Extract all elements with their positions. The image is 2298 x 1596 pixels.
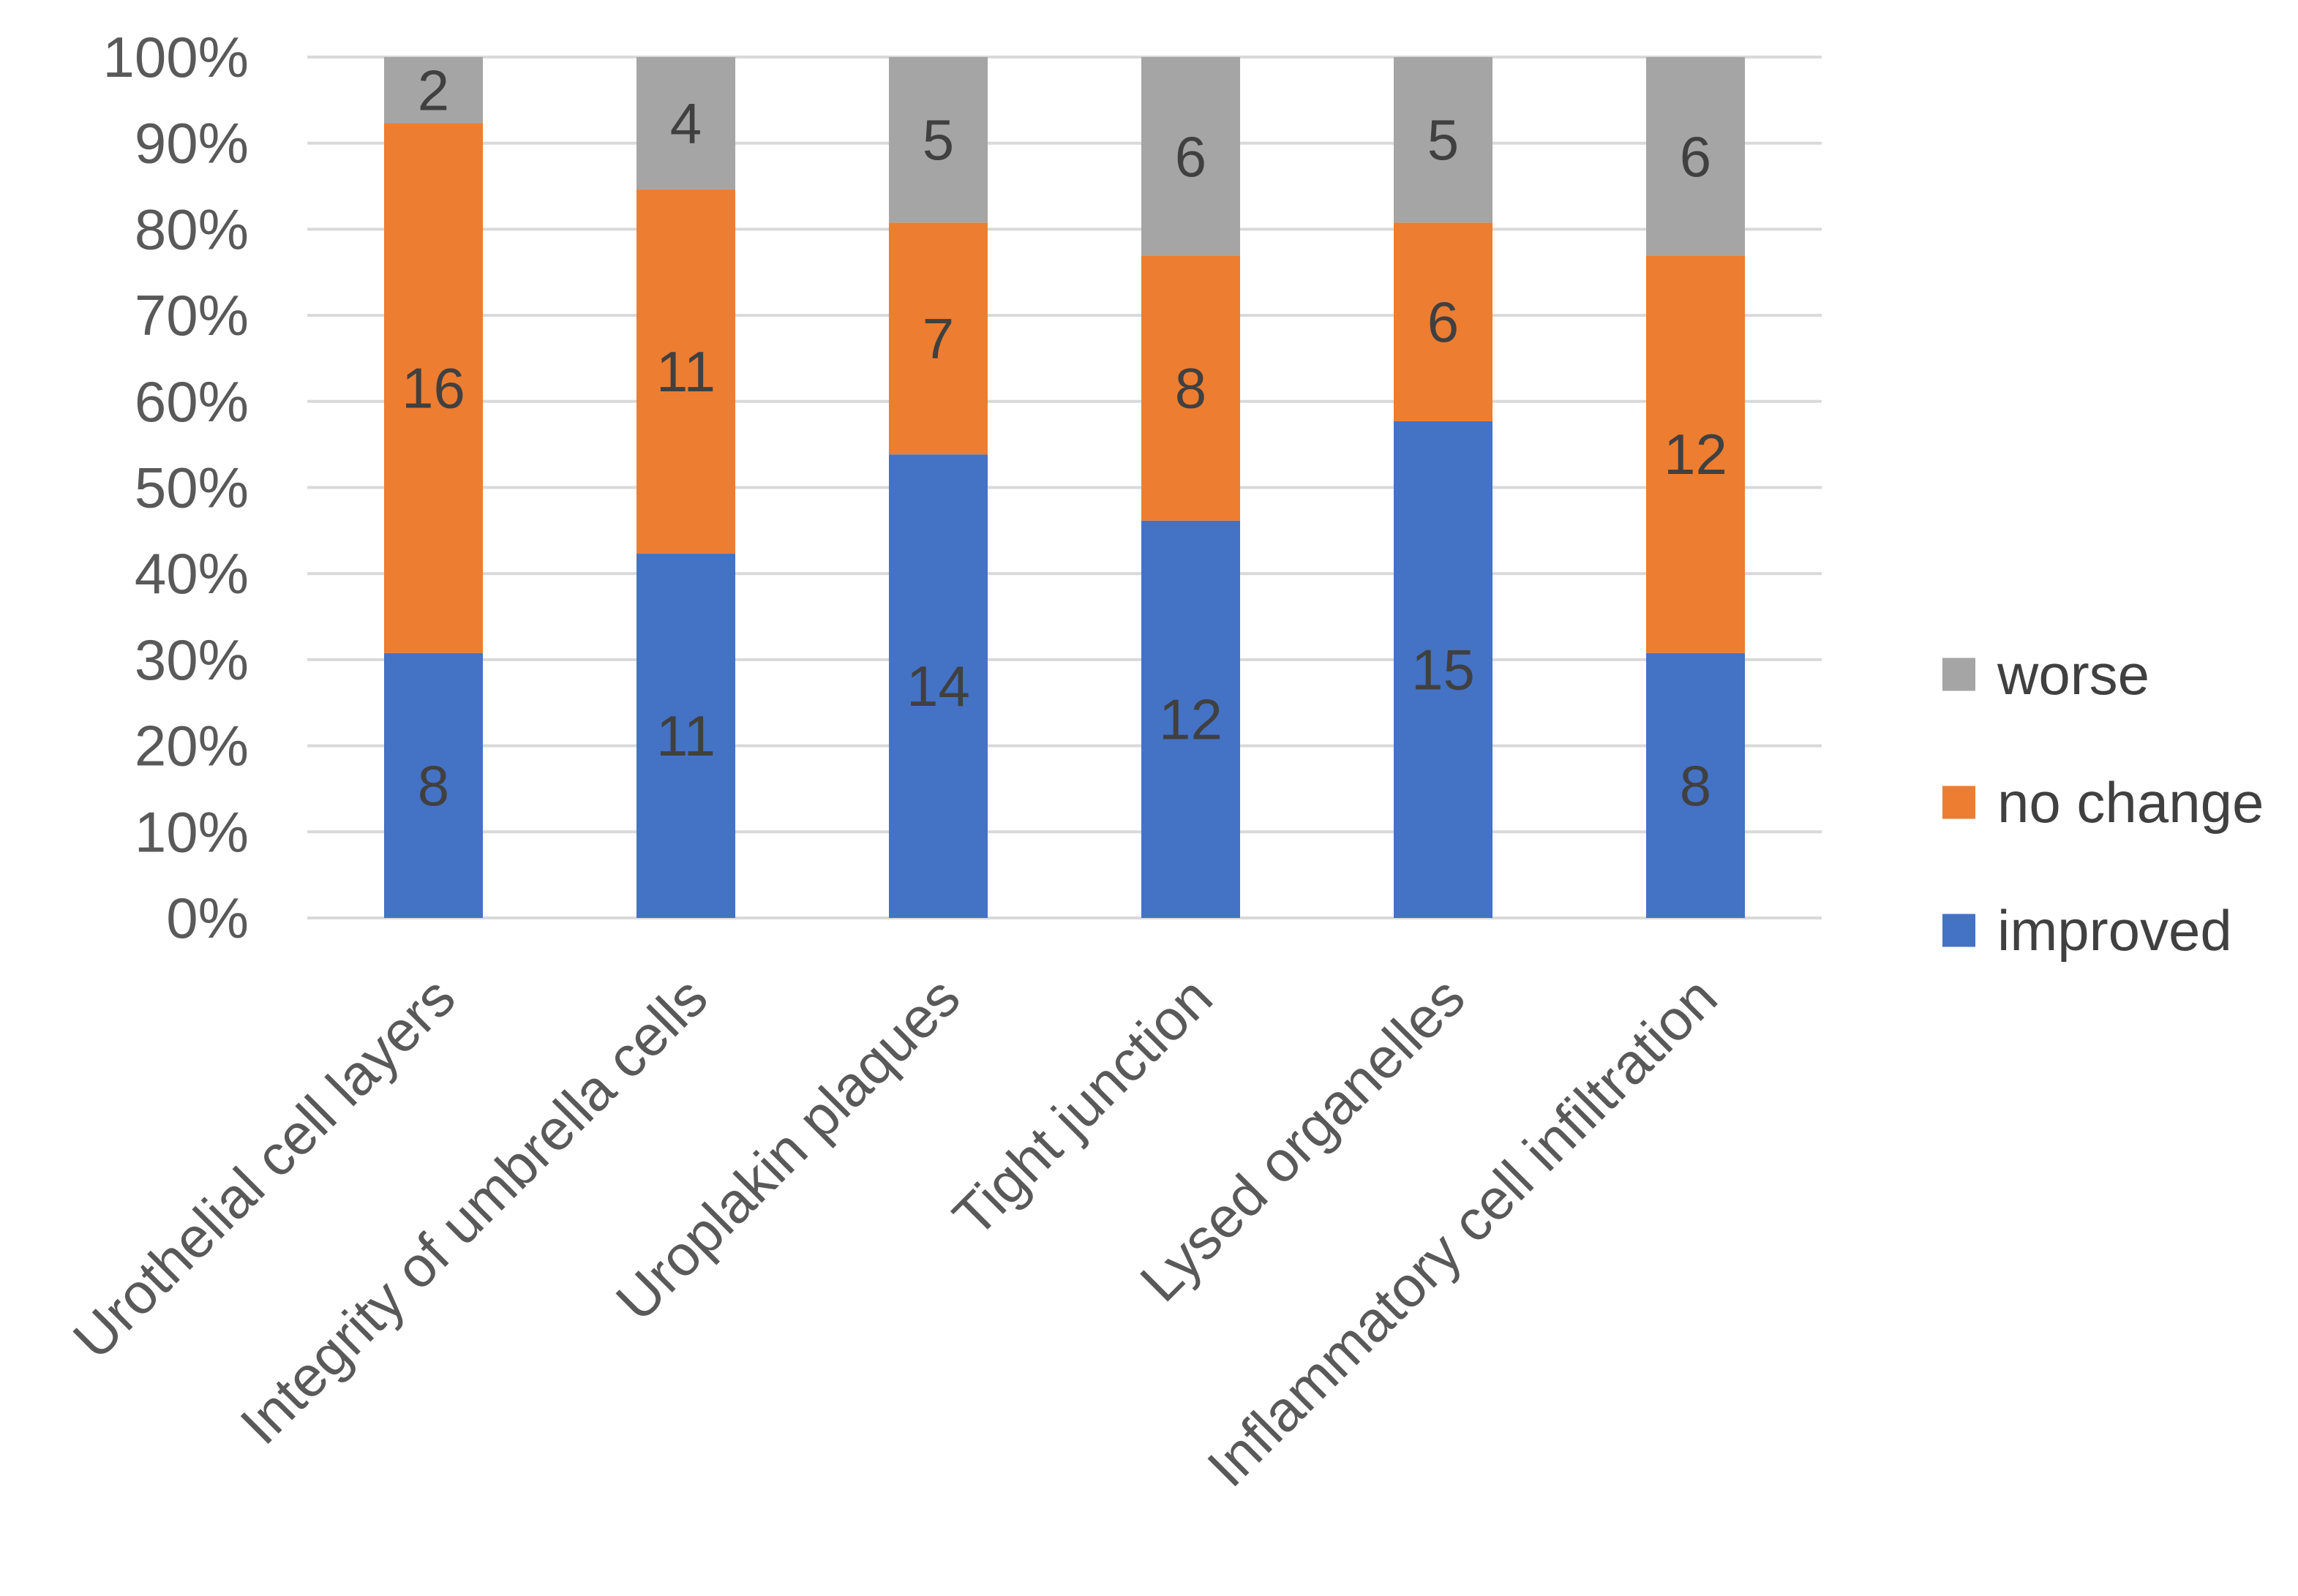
bar-segment-improved: [384, 652, 483, 918]
y-axis-ticks: 0% 10% 20% 30% 40% 50% 60% 70% 80% 90% 100%: [103, 25, 249, 950]
bar-segment-improved: [889, 454, 988, 918]
data-label-improved: 15: [1411, 637, 1475, 701]
data-label-improved: 11: [656, 704, 716, 768]
bar-segment-worse: [637, 57, 735, 190]
bar-segment-worse: [1646, 57, 1745, 256]
y-tick-label: 40%: [135, 541, 249, 606]
y-tick-label: 10%: [135, 799, 249, 864]
legend-swatch-no-change: [1942, 786, 1975, 819]
y-tick-label: 0%: [166, 886, 249, 950]
data-label-no-change: 6: [1427, 290, 1459, 354]
y-tick-label: 20%: [135, 714, 249, 778]
data-label-improved: 8: [1680, 753, 1711, 818]
y-tick-label: 80%: [135, 197, 249, 261]
bar-segment-no-change: [637, 189, 735, 554]
y-tick-label: 100%: [103, 25, 249, 89]
bar-segment-worse: [384, 57, 483, 124]
category-label: Inflammatory cell infiltration: [1195, 965, 1729, 1499]
y-tick-label: 60%: [135, 369, 249, 434]
data-label-no-change: 16: [402, 356, 465, 421]
bar-segment-no-change: [1141, 255, 1240, 521]
data-label-no-change: 11: [656, 339, 716, 404]
bar-segment-no-change: [384, 123, 483, 653]
data-label-no-change: 12: [1664, 422, 1727, 486]
y-tick-label: 50%: [135, 456, 249, 520]
data-label-no-change: 8: [1175, 356, 1206, 421]
bar-segment-improved: [637, 554, 735, 918]
y-tick-label: 90%: [135, 111, 249, 176]
category-label: Tight junction: [940, 965, 1224, 1249]
data-label-worse: 4: [670, 91, 702, 156]
data-label-worse: 2: [418, 58, 449, 122]
bar-segment-worse: [889, 57, 988, 223]
y-tick-label: 30%: [135, 628, 249, 692]
bar-segment-improved: [1646, 652, 1745, 918]
data-label-worse: 6: [1175, 124, 1206, 189]
data-label-no-change: 7: [923, 306, 954, 371]
y-tick-label: 70%: [135, 283, 249, 347]
data-label-worse: 5: [1427, 108, 1459, 172]
data-label-improved: 14: [906, 654, 970, 718]
bars: 8 16 2 11 11 4 14 7 5 12 8 6 15 6 5 8 12 6: [384, 57, 1745, 918]
bar-segment-worse: [1394, 57, 1492, 223]
bar-segment-worse: [1141, 57, 1240, 256]
legend-swatch-worse: [1942, 658, 1975, 691]
legend: worse no change improved: [1942, 642, 2264, 963]
bar-segment-no-change: [1646, 255, 1745, 653]
data-label-worse: 6: [1680, 124, 1711, 189]
legend-label-no-change: no change: [1997, 770, 2264, 835]
legend-swatch-improved: [1942, 914, 1975, 947]
bar-segment-improved: [1141, 520, 1240, 918]
legend-label-improved: improved: [1997, 898, 2232, 963]
gridlines: [307, 56, 1822, 919]
legend-label-worse: worse: [1997, 642, 2149, 707]
bar-segment-no-change: [889, 222, 988, 455]
data-label-worse: 5: [923, 108, 954, 172]
bar-segment-improved: [1394, 421, 1492, 918]
data-label-improved: 12: [1159, 687, 1223, 751]
data-label-improved: 8: [418, 753, 449, 818]
bar-segment-no-change: [1394, 222, 1492, 421]
category-label: Integrity of umbrella cells: [228, 965, 719, 1456]
